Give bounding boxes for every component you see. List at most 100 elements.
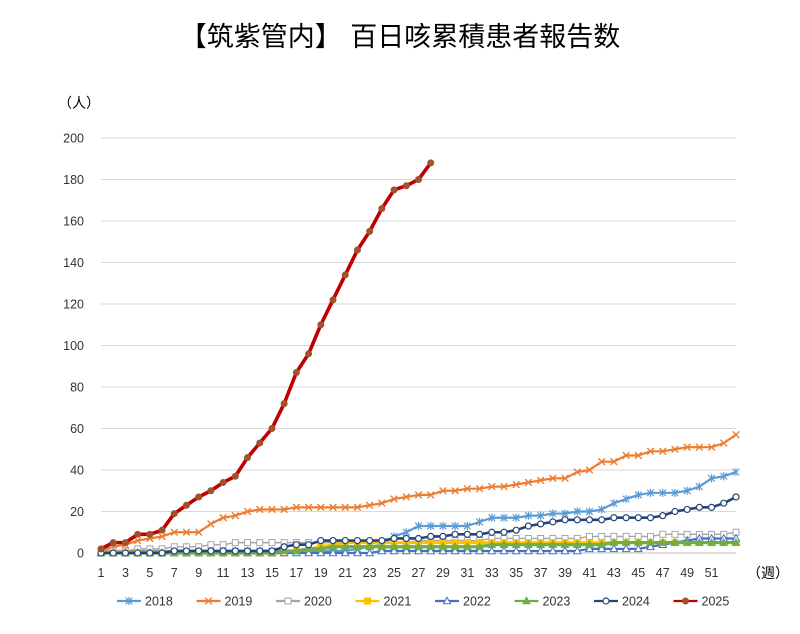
point-2019-w27	[414, 491, 423, 499]
point-2019-w26	[402, 493, 411, 501]
point-2024-w33	[488, 528, 496, 536]
legend-label-2025: 2025	[702, 595, 730, 609]
point-2022-w22	[352, 548, 362, 557]
point-2018-w34	[500, 513, 508, 522]
point-2024-w37	[537, 520, 545, 528]
point-2022-w26	[401, 546, 411, 555]
point-2020-w15	[268, 539, 276, 547]
point-2019-w34	[500, 482, 508, 491]
point-2023-w22	[352, 541, 362, 551]
point-2022-w19	[316, 548, 326, 557]
x-axis-label: （週）	[747, 566, 789, 582]
x-tick-17: 17	[289, 566, 303, 580]
point-2023-w36	[523, 539, 533, 548]
point-2023-w32	[475, 541, 485, 551]
legend-item-2025: 2025	[673, 595, 730, 609]
y-tick-160: 160	[63, 215, 84, 229]
point-2025-w5	[146, 530, 154, 538]
point-2019-w36	[524, 478, 533, 487]
point-2018-w46	[646, 488, 655, 497]
point-2019-w50	[695, 443, 704, 451]
point-2020-w14	[256, 539, 264, 547]
point-2022-w24	[377, 546, 387, 555]
point-2019-w41	[585, 466, 594, 474]
point-2023-w21	[340, 541, 350, 551]
y-axis-label: （人）	[58, 96, 100, 112]
point-2022-w31	[462, 546, 472, 555]
point-2019-w4	[133, 536, 142, 545]
point-2023-w46	[646, 537, 655, 546]
point-2023-w45	[633, 537, 643, 546]
point-2019-w20	[329, 503, 337, 512]
point-2019-w14	[255, 505, 264, 514]
point-2018-w53	[732, 467, 740, 477]
legend-marker-2024	[602, 597, 610, 605]
point-2024-w10	[207, 547, 215, 555]
legend-marker-2023	[522, 596, 531, 605]
point-2019-w49	[683, 443, 691, 451]
point-2019-w42	[597, 457, 606, 466]
point-2022-w41	[585, 544, 594, 553]
point-2025-w14	[256, 439, 264, 447]
point-2018-w29	[439, 521, 447, 531]
point-2025-w23	[366, 227, 374, 235]
point-2018-w44	[622, 494, 630, 504]
point-2019-w31	[463, 484, 472, 493]
point-2018-w51	[707, 474, 716, 483]
point-2018-w41	[585, 507, 594, 516]
point-2024-w30	[451, 530, 459, 538]
point-2025-w16	[280, 400, 288, 408]
point-2025-w10	[207, 487, 215, 495]
point-2018-w50	[695, 482, 704, 491]
point-2023-w53	[731, 537, 741, 546]
x-tick-43: 43	[607, 566, 621, 580]
point-2019-w10	[207, 520, 215, 528]
point-2024-w6	[158, 549, 166, 557]
legend-label-2021: 2021	[384, 595, 412, 609]
y-tick-100: 100	[63, 339, 84, 353]
point-2022-w23	[365, 548, 375, 557]
x-tick-23: 23	[363, 566, 377, 580]
point-2019-w9	[194, 528, 203, 537]
point-2018-w43	[610, 499, 618, 508]
point-2024-w5	[146, 549, 154, 557]
legend-marker-2021	[364, 597, 371, 605]
point-2020-w47	[659, 530, 667, 538]
point-2025-w13	[244, 454, 252, 462]
point-2024-w25	[390, 534, 398, 543]
point-2023-w33	[487, 539, 497, 548]
point-2024-w14	[256, 547, 264, 555]
point-2024-w49	[683, 505, 691, 514]
x-tick-1: 1	[98, 566, 105, 580]
x-tick-21: 21	[338, 566, 352, 580]
point-2025-w28	[427, 159, 435, 167]
point-2024-w22	[353, 536, 362, 545]
series-2025	[97, 159, 435, 553]
point-2024-w46	[646, 514, 655, 522]
x-tick-5: 5	[146, 566, 153, 580]
point-2024-w28	[427, 532, 435, 541]
point-2019-w16	[280, 505, 288, 514]
point-2025-w8	[182, 501, 190, 509]
point-2023-w52	[719, 537, 729, 546]
point-2022-w37	[536, 546, 546, 555]
y-tick-20: 20	[70, 505, 84, 519]
point-2024-w41	[585, 516, 594, 524]
y-tick-120: 120	[63, 298, 84, 312]
point-2018-w52	[720, 472, 728, 481]
legend-label-2018: 2018	[145, 595, 173, 609]
y-tick-180: 180	[63, 173, 84, 187]
point-2022-w40	[572, 546, 582, 555]
point-2018-w33	[488, 513, 496, 522]
point-2025-w12	[231, 472, 239, 480]
point-2024-w13	[243, 547, 252, 555]
x-tick-35: 35	[509, 566, 523, 580]
point-2023-w27	[414, 541, 423, 551]
x-tick-31: 31	[460, 566, 474, 580]
point-2024-w12	[231, 547, 239, 555]
point-2023-w44	[621, 537, 631, 546]
point-2019-w35	[512, 480, 520, 489]
point-2025-w22	[353, 246, 361, 254]
point-2019-w37	[536, 476, 545, 485]
point-2024-w26	[402, 534, 410, 543]
